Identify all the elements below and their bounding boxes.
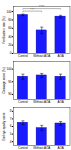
svg-text:Fertilization rate (%): Fertilization rate (%): [2, 17, 6, 44]
svg-text:AOA: AOA: [57, 146, 63, 150]
svg-text:95: 95: [8, 80, 12, 84]
svg-text:Control: Control: [18, 54, 28, 58]
svg-text:90: 90: [8, 92, 12, 96]
svg-text:0: 0: [10, 51, 12, 55]
svg-text:Embryo quality score: Embryo quality score: [2, 112, 6, 140]
svg-text:20: 20: [8, 43, 12, 47]
svg-text:AOA: AOA: [57, 100, 63, 104]
svg-text:4: 4: [10, 140, 12, 144]
svg-text:Control: Control: [18, 100, 28, 104]
svg-text:100: 100: [6, 67, 11, 71]
svg-text:Without AOA: Without AOA: [33, 146, 50, 150]
svg-text:8: 8: [10, 109, 12, 113]
svg-text:Control: Control: [18, 146, 28, 150]
svg-text:AOA: AOA: [57, 54, 63, 58]
svg-text:80: 80: [8, 18, 12, 22]
svg-text:****: ****: [39, 5, 45, 9]
svg-text:Without AOA: Without AOA: [33, 54, 50, 58]
svg-text:40: 40: [8, 35, 12, 39]
svg-text:60: 60: [8, 26, 12, 30]
svg-text:100: 100: [6, 9, 11, 13]
svg-text:6: 6: [10, 124, 12, 128]
svg-text:Without AOA: Without AOA: [33, 100, 50, 104]
svg-text:***: ***: [30, 8, 35, 12]
svg-text:Cleavage score (%): Cleavage score (%): [2, 67, 6, 93]
svg-text:7: 7: [10, 117, 12, 121]
svg-text:5: 5: [10, 132, 12, 136]
